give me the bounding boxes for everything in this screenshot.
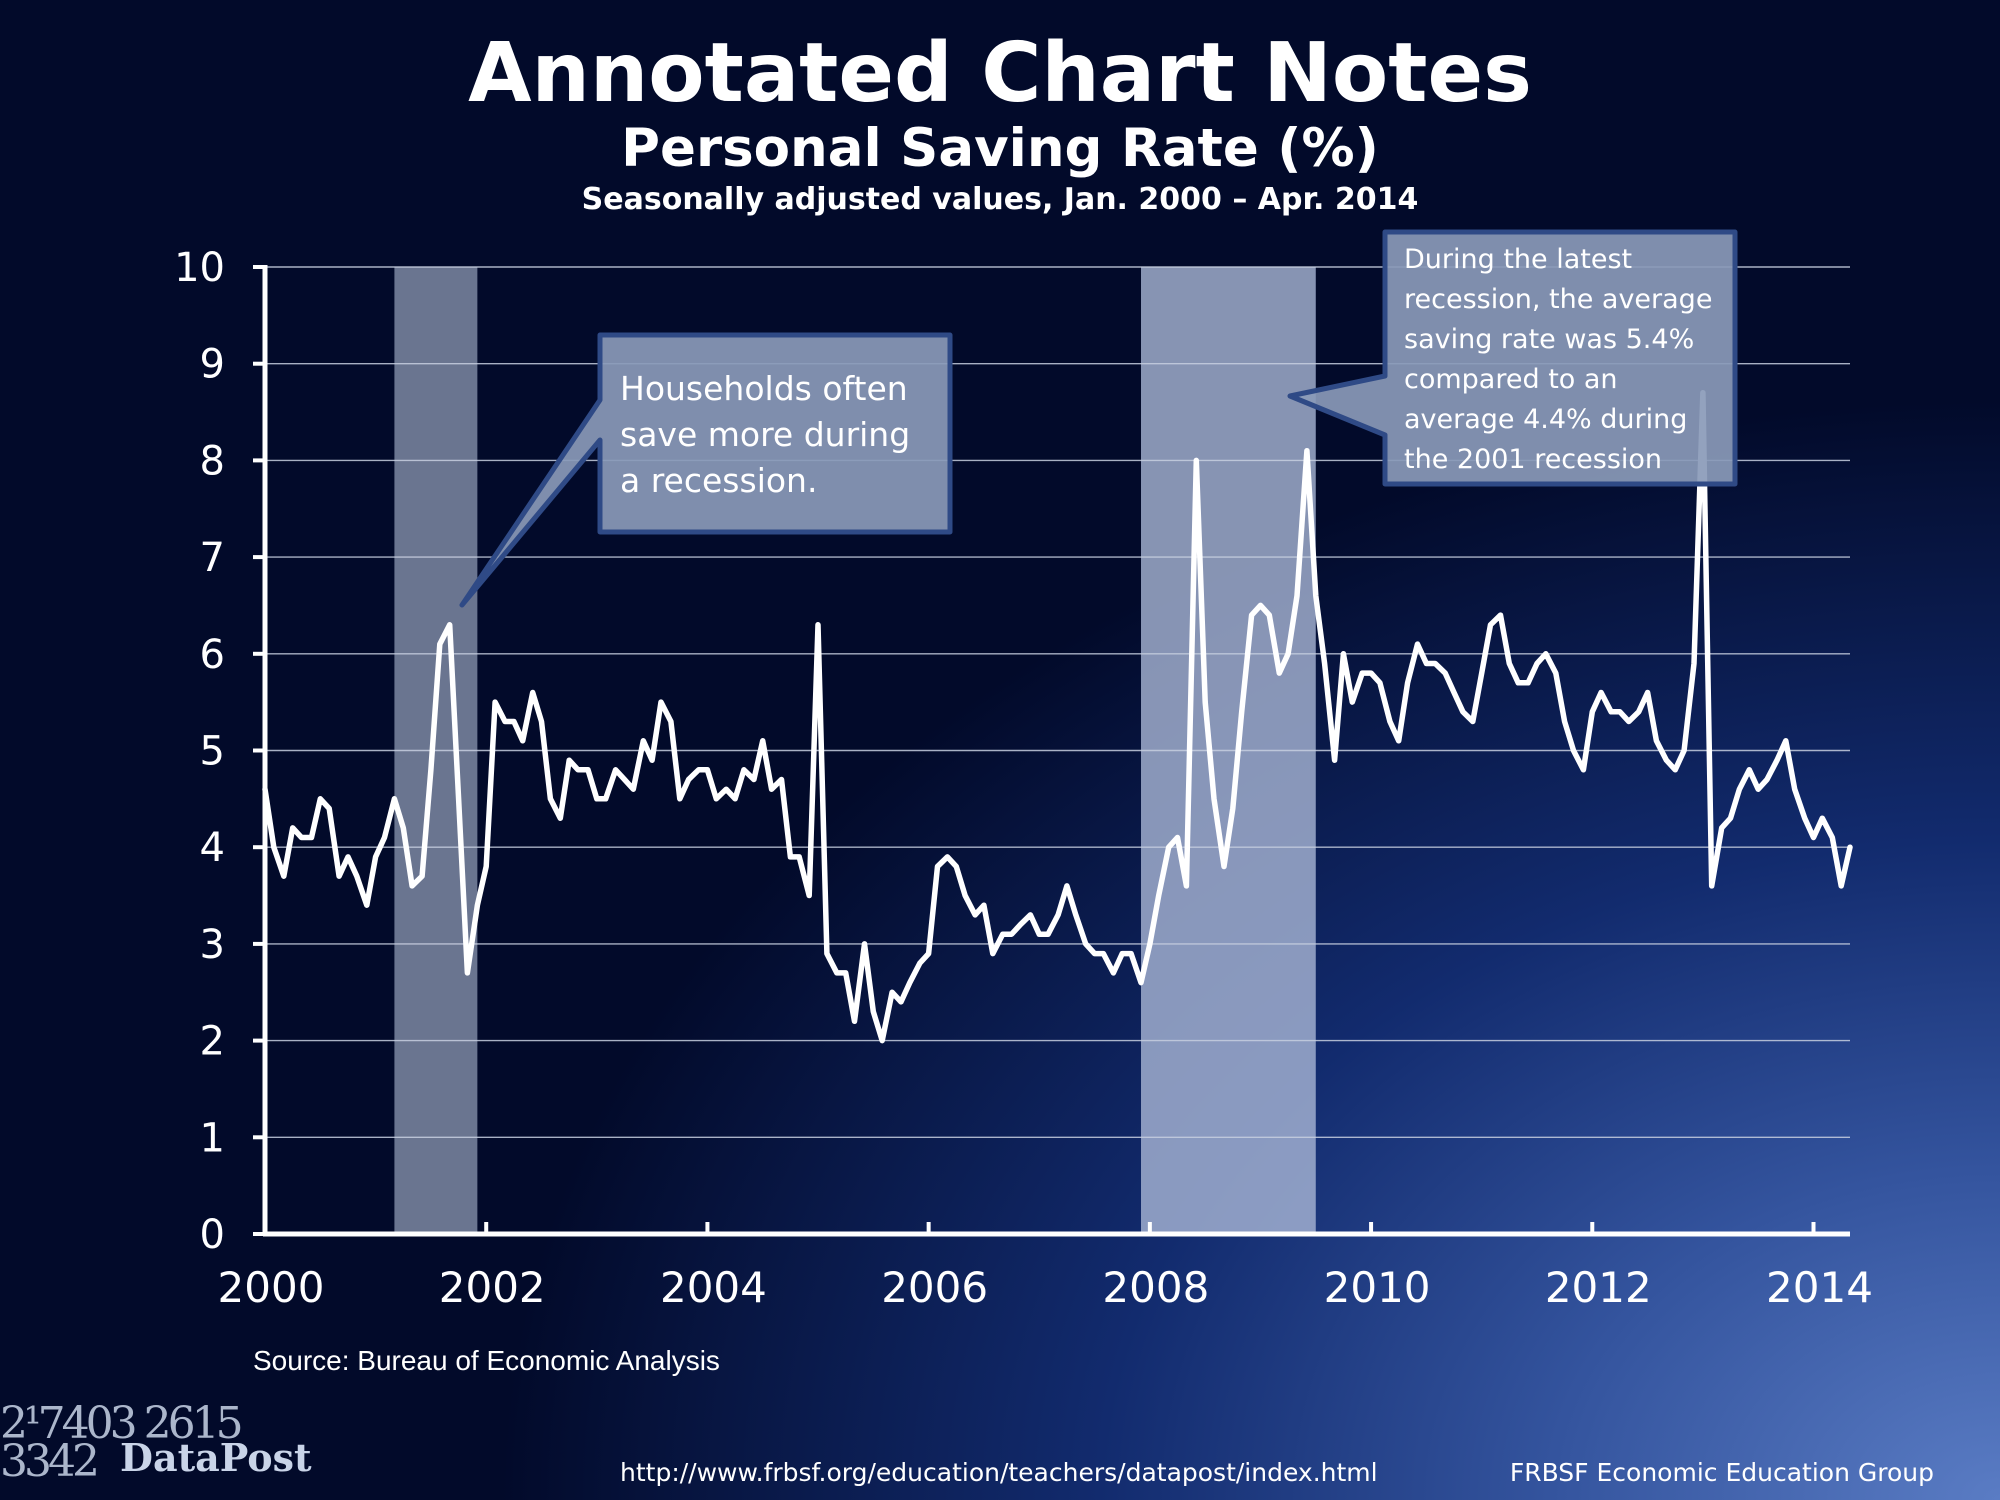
y-tick-label: 0	[200, 1212, 225, 1258]
y-tick-label: 7	[200, 535, 225, 581]
footer-group: FRBSF Economic Education Group	[1509, 1458, 1934, 1487]
callout-recession-2008-text: During the latest recession, the average…	[1404, 244, 1713, 475]
x-tick-label: 2010	[1324, 1263, 1431, 1312]
source-note: Source: Bureau of Economic Analysis	[253, 1345, 720, 1376]
y-tick-label: 2	[200, 1019, 225, 1065]
x-tick-label: 2004	[660, 1263, 767, 1312]
y-tick-label: 10	[174, 245, 225, 291]
callout-recession-2001-text: Households often save more during a rece…	[620, 369, 911, 500]
y-tick-label: 5	[200, 729, 225, 775]
x-tick-label: 2008	[1102, 1263, 1209, 1312]
x-tick-label: 2014	[1766, 1263, 1873, 1312]
footer-url[interactable]: http://www.frbsf.org/education/teachers/…	[620, 1458, 1378, 1487]
callout-1-box	[459, 332, 953, 608]
axes: 0 1 2 3 4 5 6 7 8 9 10 2000 2002 2004 2006 2008 2010 2012…	[174, 245, 1873, 1312]
x-tick-label: 2002	[439, 1263, 546, 1312]
x-tick-label: 2012	[1545, 1263, 1652, 1312]
y-tick-label: 9	[200, 342, 225, 388]
x-tick-label: 2006	[881, 1263, 988, 1312]
series-layer	[262, 389, 1853, 1044]
datapost-logo: 2¹7403 2615 3342 DataPost	[0, 1398, 312, 1500]
series-line	[262, 389, 1853, 1044]
chart-subtitle: Personal Saving Rate (%)	[621, 118, 1379, 179]
callout-2-box	[1287, 229, 1738, 487]
logo-name: DataPost	[120, 1435, 312, 1480]
y-tick-label: 6	[200, 632, 225, 678]
callouts	[459, 229, 1738, 608]
y-tick-label: 1	[200, 1115, 225, 1161]
logo-digits: 2¹7403 2615 3342	[0, 1398, 244, 1487]
y-tick-label: 8	[200, 438, 225, 484]
x-tick-label: 2000	[218, 1263, 325, 1312]
y-tick-label: 3	[200, 922, 225, 968]
chart-note: Seasonally adjusted values, Jan. 2000 – …	[581, 182, 1419, 217]
chart-title: Annotated Chart Notes	[468, 26, 1532, 121]
y-tick-label: 4	[200, 825, 225, 871]
